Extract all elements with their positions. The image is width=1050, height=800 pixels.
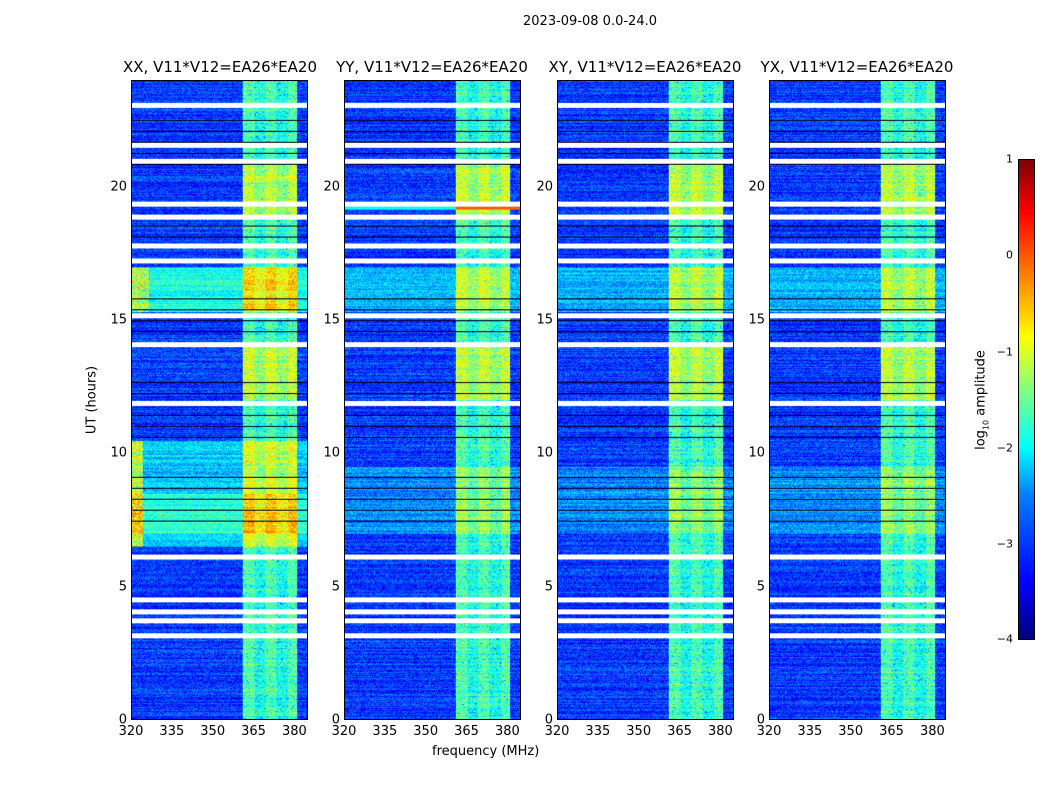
x-axis-label: frequency (MHz) — [432, 744, 540, 759]
y-tick-label: 15 — [323, 312, 340, 328]
heatmap-canvas-xx — [132, 81, 307, 719]
colorbar-tick: 1 — [1006, 152, 1013, 166]
x-tick-label: 335 — [372, 724, 398, 739]
y-axis-label: UT (hours) — [84, 365, 100, 435]
y-tick-label: 0 — [118, 712, 127, 728]
y-tick-label: 10 — [748, 445, 765, 461]
x-tick-label: 335 — [159, 724, 185, 739]
colorbar-label-text: amplitude — [973, 350, 989, 420]
x-tick-label: 320 — [331, 724, 357, 739]
heatmap-canvas-yx — [770, 81, 945, 719]
y-tick-label: 5 — [118, 579, 127, 595]
y-tick-label: 15 — [536, 312, 553, 328]
heatmap-yy — [344, 80, 521, 720]
colorbar-label-base: 10 — [981, 419, 991, 431]
colorbar-label: log10 amplitude — [974, 350, 991, 450]
x-tick-label: 320 — [118, 724, 144, 739]
y-tick-label: 15 — [110, 312, 127, 328]
y-tick-label: 15 — [748, 312, 765, 328]
colorbar-tick: 0 — [1006, 248, 1013, 262]
y-tick-label: 20 — [536, 179, 553, 195]
y-tick-label: 5 — [544, 579, 553, 595]
x-tick-label: 380 — [494, 724, 520, 739]
x-tick-label: 335 — [797, 724, 823, 739]
x-tick-label: 350 — [838, 724, 864, 739]
heatmap-xx — [131, 80, 308, 720]
x-tick-label: 380 — [919, 724, 945, 739]
y-tick-label: 20 — [323, 179, 340, 195]
heatmap-canvas-yy — [345, 81, 520, 719]
y-tick-label: 10 — [536, 445, 553, 461]
y-tick-label: 0 — [331, 712, 340, 728]
heatmap-yx — [769, 80, 946, 720]
x-tick-label: 320 — [756, 724, 782, 739]
x-tick-label: 365 — [879, 724, 904, 739]
y-tick-label: 5 — [331, 579, 340, 595]
y-tick-label: 10 — [110, 445, 127, 461]
x-tick-label: 335 — [585, 724, 611, 739]
colorbar-tick: −2 — [996, 441, 1013, 455]
x-tick-label: 320 — [544, 724, 570, 739]
x-tick-label: 365 — [241, 724, 266, 739]
colorbar-label-log: log — [973, 430, 989, 450]
x-tick-label: 380 — [281, 724, 307, 739]
panel-title-xx: XX, V11*V12=EA26*EA20 — [122, 58, 318, 76]
x-tick-label: 350 — [413, 724, 439, 739]
x-tick-label: 350 — [626, 724, 652, 739]
colorbar-tick: −4 — [996, 632, 1013, 646]
y-tick-label: 5 — [756, 579, 765, 595]
x-tick-label: 365 — [454, 724, 479, 739]
heatmap-canvas-xy — [558, 81, 733, 719]
colorbar-tick: −3 — [996, 537, 1013, 551]
x-tick-label: 365 — [667, 724, 692, 739]
y-tick-label: 0 — [544, 712, 553, 728]
panel-title-xy: XY, V11*V12=EA26*EA20 — [548, 58, 742, 76]
panel-title-yx: YX, V11*V12=EA26*EA20 — [760, 58, 954, 76]
y-tick-label: 20 — [110, 179, 127, 195]
y-tick-label: 10 — [323, 445, 340, 461]
figure-title: 2023-09-08 0.0-24.0 — [523, 14, 657, 29]
y-tick-label: 0 — [756, 712, 765, 728]
heatmap-xy — [557, 80, 734, 720]
x-tick-label: 350 — [200, 724, 226, 739]
y-tick-label: 20 — [748, 179, 765, 195]
x-tick-label: 380 — [707, 724, 733, 739]
panel-title-yy: YY, V11*V12=EA26*EA20 — [336, 58, 528, 76]
colorbar-tick: −1 — [996, 345, 1013, 359]
colorbar — [1018, 159, 1035, 640]
